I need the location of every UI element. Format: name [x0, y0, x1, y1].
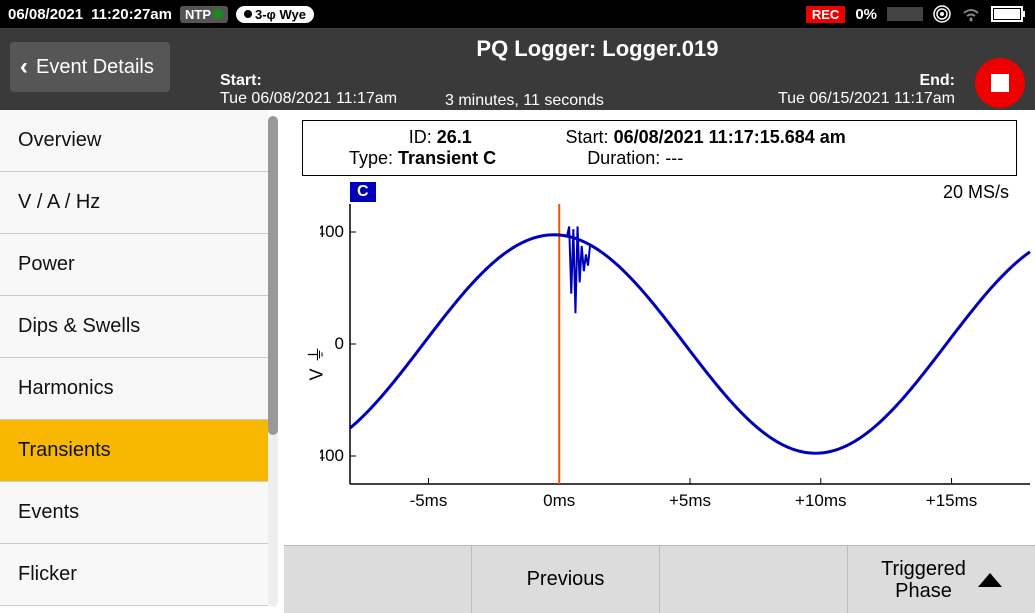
- sidebar-item-v-a-hz[interactable]: V / A / Hz: [0, 172, 268, 234]
- triangle-up-icon: [978, 573, 1002, 587]
- back-label: Event Details: [36, 56, 154, 79]
- type-label: Type:: [349, 148, 393, 168]
- evstart-value: 06/08/2021 11:17:15.684 am: [614, 127, 846, 147]
- rec-badge: REC: [806, 6, 845, 23]
- end-label: End:: [919, 72, 955, 89]
- sidebar-item-overview[interactable]: Overview: [0, 110, 268, 172]
- sample-rate: 20 MS/s: [943, 182, 1009, 203]
- triggered-phase-button[interactable]: TriggeredPhase: [848, 546, 1035, 613]
- pct-bar: [887, 7, 923, 21]
- ntp-badge: NTP: [180, 6, 228, 23]
- id-value: 26.1: [437, 127, 472, 147]
- battery-pct: 0%: [855, 6, 877, 23]
- id-label: ID:: [409, 127, 432, 147]
- session-start: Start: Tue 06/08/2021 11:17am: [220, 72, 397, 108]
- ntp-label: NTP: [185, 7, 211, 22]
- page-title: PQ Logger: Logger.019: [170, 34, 1025, 62]
- wye-dot-icon: [244, 10, 252, 18]
- dur-value: ---: [665, 148, 683, 168]
- svg-text:+15ms: +15ms: [926, 491, 978, 510]
- triggered-phase-label: TriggeredPhase: [881, 558, 966, 602]
- series-badge: C: [350, 182, 376, 202]
- bottom-slot-3: [660, 546, 848, 613]
- svg-text:-400: -400: [320, 446, 344, 465]
- svg-text:0: 0: [335, 334, 344, 353]
- type-value: Transient C: [398, 148, 496, 168]
- battery-icon: [991, 5, 1027, 23]
- evstart-label: Start:: [566, 127, 609, 147]
- chart-area: C 20 MS/s V ⏚ 4000-400-5ms0ms+5ms+10ms+1…: [302, 180, 1017, 545]
- previous-label: Previous: [527, 568, 605, 591]
- sidebar-item-events[interactable]: Events: [0, 482, 268, 544]
- status-date: 06/08/2021: [8, 6, 83, 23]
- waveform-plot[interactable]: 400 0 -400 -5ms 0ms +5ms +10ms +15ms: [320, 204, 1035, 514]
- wifi-icon: [961, 6, 981, 22]
- session-end: End: Tue 06/15/2021 11:17am: [778, 72, 955, 108]
- main-panel: ID: 26.1 Start: 06/08/2021 11:17:15.684 …: [284, 110, 1035, 613]
- stop-button[interactable]: [975, 58, 1025, 108]
- sidebar-item-dips-swells[interactable]: Dips & Swells: [0, 296, 268, 358]
- back-button[interactable]: ‹ Event Details: [10, 42, 170, 92]
- dur-label: Duration:: [587, 148, 660, 168]
- ntp-check-icon: [213, 9, 223, 19]
- svg-text:-5ms: -5ms: [410, 491, 448, 510]
- svg-text:0ms: 0ms: [543, 491, 575, 510]
- bottom-slot-1: [284, 546, 472, 613]
- status-time: 11:20:27am: [91, 6, 172, 23]
- sidebar: OverviewV / A / HzPowerDips & SwellsHarm…: [0, 110, 284, 613]
- wye-badge[interactable]: 3-φ Wye: [236, 6, 314, 23]
- wye-label: 3-φ Wye: [255, 7, 306, 22]
- svg-text:400: 400: [320, 222, 344, 241]
- event-info-box: ID: 26.1 Start: 06/08/2021 11:17:15.684 …: [302, 120, 1017, 176]
- chevron-left-icon: ‹: [20, 53, 28, 81]
- svg-text:+10ms: +10ms: [795, 491, 847, 510]
- session-duration: 3 minutes, 11 seconds: [445, 92, 604, 110]
- end-value: Tue 06/15/2021 11:17am: [778, 90, 955, 107]
- sidebar-item-transients[interactable]: Transients: [0, 420, 268, 482]
- broadcast-icon: [933, 5, 951, 23]
- content-area: OverviewV / A / HzPowerDips & SwellsHarm…: [0, 110, 1035, 613]
- sidebar-item-power[interactable]: Power: [0, 234, 268, 296]
- sidebar-item-harmonics[interactable]: Harmonics: [0, 358, 268, 420]
- status-bar: 06/08/2021 11:20:27am NTP 3-φ Wye REC 0%: [0, 0, 1035, 28]
- scrollbar-track[interactable]: [268, 116, 278, 607]
- start-label: Start:: [220, 72, 262, 89]
- header-bar: ‹ Event Details PQ Logger: Logger.019 St…: [0, 28, 1035, 110]
- stop-icon: [991, 74, 1009, 92]
- start-value: Tue 06/08/2021 11:17am: [220, 90, 397, 107]
- bottom-toolbar: Previous TriggeredPhase: [284, 545, 1035, 613]
- sidebar-item-flicker[interactable]: Flicker: [0, 544, 268, 606]
- svg-text:+5ms: +5ms: [669, 491, 711, 510]
- scrollbar-thumb[interactable]: [268, 116, 278, 435]
- previous-button[interactable]: Previous: [472, 546, 660, 613]
